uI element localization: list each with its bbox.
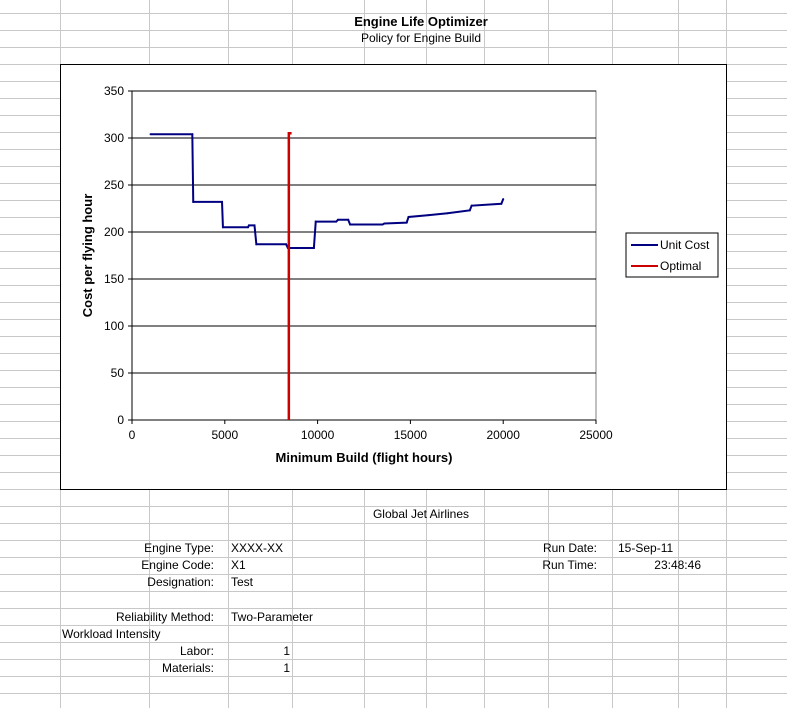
y-tick-label: 300 xyxy=(104,131,124,145)
row-gridline xyxy=(0,608,787,609)
plot-area xyxy=(131,90,597,421)
x-tick-label: 5000 xyxy=(211,428,238,442)
y-axis-label: Cost per flying hour xyxy=(80,194,95,318)
data-point xyxy=(285,243,288,246)
data-point xyxy=(470,204,473,207)
chart-svg: 0 50 100 150 200 250 300 350 0 5000 10000 15000 2000… xyxy=(80,84,719,465)
run-date-label: Run Date: xyxy=(542,541,597,555)
data-point xyxy=(192,200,195,203)
engine-code-label: Engine Code: xyxy=(141,558,214,572)
reliability-value[interactable]: Two-Parameter xyxy=(231,610,314,624)
engine-code-value[interactable]: X1 xyxy=(231,558,246,572)
data-point xyxy=(407,215,410,218)
data-point xyxy=(149,133,152,136)
legend xyxy=(625,232,719,278)
sheet-title: Engine Life Optimizer xyxy=(354,14,488,29)
sheet-subtitle: Policy for Engine Build xyxy=(360,31,482,45)
y-tick-label: 250 xyxy=(104,178,124,192)
workload-label: Workload Intensity xyxy=(62,627,161,641)
legend-label: Unit Cost xyxy=(660,238,710,252)
y-tick-label: 0 xyxy=(117,413,124,427)
data-point xyxy=(446,212,449,215)
labor-value[interactable]: 1 xyxy=(283,644,290,658)
y-tick-label: 150 xyxy=(104,272,124,286)
row-gridline xyxy=(0,693,787,694)
designation-value[interactable]: Test xyxy=(231,575,254,589)
data-point xyxy=(191,133,194,136)
data-point xyxy=(502,198,505,201)
row-gridline xyxy=(0,540,787,541)
data-point xyxy=(427,214,430,217)
data-point xyxy=(349,223,352,226)
data-point xyxy=(221,200,224,203)
row-gridline xyxy=(0,506,787,507)
x-tick-label: 0 xyxy=(129,428,136,442)
materials-value[interactable]: 1 xyxy=(283,661,290,675)
designation-label: Designation: xyxy=(147,575,214,589)
data-point xyxy=(247,226,249,229)
airline-name: Global Jet Airlines xyxy=(372,507,470,521)
data-point xyxy=(383,222,386,225)
run-time-label: Run Time: xyxy=(542,558,597,572)
engine-type-value[interactable]: XXXX-XX xyxy=(231,541,284,555)
data-point xyxy=(221,226,224,229)
row-gridline xyxy=(0,13,787,14)
x-tick-label: 10000 xyxy=(301,428,335,442)
x-tick-label: 15000 xyxy=(394,428,428,442)
data-point xyxy=(253,224,256,227)
y-tick-label: 350 xyxy=(104,84,124,98)
data-point xyxy=(335,220,338,223)
row-gridline xyxy=(0,30,787,31)
x-tick-label: 20000 xyxy=(487,428,521,442)
data-point xyxy=(381,223,384,226)
data-point xyxy=(405,221,408,224)
row-gridline xyxy=(0,574,787,575)
data-point xyxy=(255,243,258,246)
labor-label: Labor: xyxy=(179,644,214,658)
series-line-optimal xyxy=(287,132,292,420)
run-time-value[interactable]: 23:48:46 xyxy=(654,558,701,572)
chart[interactable]: 0 50 100 150 200 250 300 350 0 5000 10000 15000 2000… xyxy=(60,64,727,490)
row-gridline xyxy=(0,659,787,660)
row-gridline xyxy=(0,47,787,48)
legend-label: Optimal xyxy=(660,259,701,273)
engine-type-label: Engine Type: xyxy=(144,541,214,555)
row-gridline xyxy=(0,625,787,626)
data-point xyxy=(337,218,340,221)
reliability-label: Reliability Method: xyxy=(115,610,214,624)
data-point xyxy=(247,224,250,227)
run-date-value[interactable]: 15-Sep-11 xyxy=(618,541,674,555)
row-gridline xyxy=(0,676,787,677)
y-tick-label: 200 xyxy=(104,225,124,239)
data-point xyxy=(347,218,350,221)
x-axis-label: Minimum Build (flight hours) xyxy=(276,450,453,465)
row-gridline xyxy=(0,591,787,592)
row-gridline xyxy=(0,523,787,524)
row-gridline xyxy=(0,642,787,643)
x-tick-label: 25000 xyxy=(579,428,613,442)
data-point xyxy=(312,246,315,249)
data-point xyxy=(500,202,503,205)
data-point xyxy=(468,209,471,212)
row-gridline xyxy=(0,557,787,558)
materials-label: Materials: xyxy=(161,661,214,675)
y-tick-label: 50 xyxy=(111,366,125,380)
y-tick-label: 100 xyxy=(104,319,124,333)
data-point xyxy=(314,220,317,223)
